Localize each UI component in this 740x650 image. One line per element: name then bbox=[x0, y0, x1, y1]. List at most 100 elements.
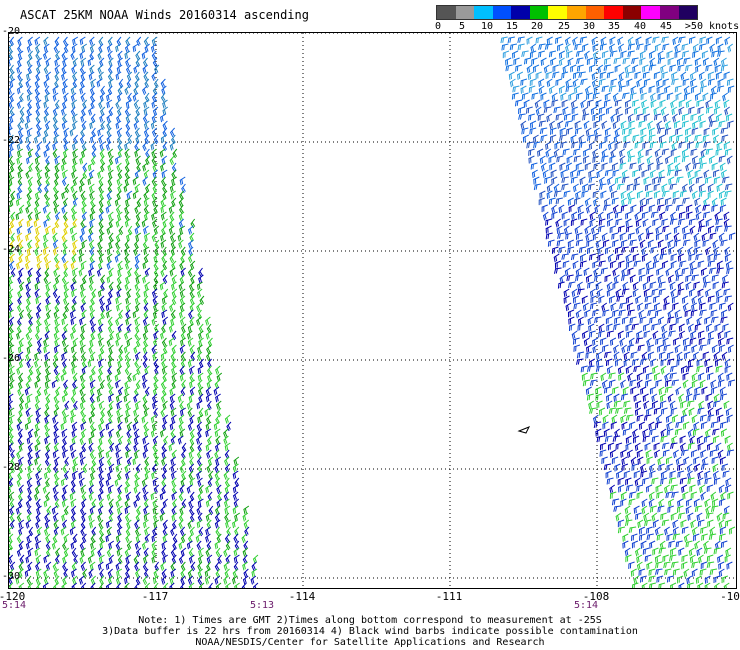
wind-barb bbox=[679, 330, 686, 339]
wind-barb bbox=[9, 484, 14, 494]
wind-barb bbox=[144, 323, 150, 333]
wind-barb bbox=[675, 204, 684, 212]
wind-barb bbox=[557, 120, 564, 129]
wind-barb bbox=[671, 435, 678, 445]
wind-barb bbox=[683, 85, 690, 95]
wind-barb bbox=[665, 204, 673, 212]
wind-barb bbox=[655, 414, 662, 424]
wind-barb bbox=[179, 400, 185, 411]
wind-barb bbox=[592, 337, 599, 346]
wind-barb bbox=[582, 302, 589, 312]
wind-barb bbox=[188, 225, 194, 235]
wind-barb bbox=[223, 561, 230, 571]
wind-barb bbox=[594, 57, 601, 65]
wind-barb bbox=[54, 155, 61, 165]
wind-barb bbox=[694, 169, 701, 178]
wind-barb bbox=[62, 484, 68, 494]
wind-barb bbox=[664, 127, 672, 136]
wind-barb bbox=[653, 295, 660, 303]
wind-barb bbox=[105, 582, 112, 588]
wind-barb bbox=[709, 449, 717, 457]
wind-barb bbox=[696, 365, 704, 373]
wind-barb bbox=[719, 204, 727, 213]
wind-barb bbox=[34, 36, 41, 46]
wind-barb bbox=[573, 148, 581, 156]
wind-barb bbox=[687, 358, 695, 367]
wind-barb bbox=[97, 169, 103, 179]
wind-barb bbox=[169, 386, 176, 396]
wind-barb bbox=[81, 358, 87, 369]
wind-barb bbox=[151, 36, 158, 46]
wind-barb bbox=[188, 449, 195, 459]
wind-barb bbox=[657, 344, 664, 353]
wind-barb bbox=[168, 442, 175, 452]
wind-barb bbox=[43, 568, 49, 578]
wind-barb bbox=[17, 470, 23, 481]
wind-barb bbox=[44, 85, 50, 96]
wind-map[interactable] bbox=[8, 32, 737, 589]
wind-barb bbox=[16, 225, 23, 235]
wind-barb bbox=[550, 127, 557, 135]
wind-barb bbox=[713, 169, 720, 178]
wind-barb bbox=[126, 71, 133, 81]
wind-barb bbox=[574, 197, 581, 205]
wind-barb bbox=[98, 554, 105, 564]
wind-barb bbox=[688, 253, 696, 261]
legend-label: 10 bbox=[480, 21, 494, 32]
wind-barb bbox=[678, 99, 686, 108]
wind-barb bbox=[216, 372, 223, 382]
wind-barb bbox=[567, 57, 574, 66]
wind-barb bbox=[106, 92, 112, 102]
wind-barb bbox=[144, 526, 150, 536]
wind-barb bbox=[556, 225, 563, 235]
wind-barb bbox=[34, 155, 41, 165]
wind-barb bbox=[706, 561, 715, 568]
wind-barb bbox=[694, 540, 700, 550]
wind-barb bbox=[205, 393, 212, 403]
wind-barb bbox=[117, 85, 123, 96]
wind-barb bbox=[43, 498, 50, 508]
wind-barb bbox=[589, 379, 598, 386]
wind-barb bbox=[571, 141, 579, 149]
wind-barb bbox=[692, 120, 699, 129]
wind-barb bbox=[62, 113, 67, 124]
wind-barb bbox=[655, 568, 663, 575]
wind-barb bbox=[717, 449, 724, 459]
wind-barb bbox=[580, 365, 588, 373]
wind-barb bbox=[17, 435, 23, 446]
wind-barb bbox=[170, 232, 176, 242]
wind-barb bbox=[668, 176, 675, 185]
wind-barb bbox=[81, 148, 87, 158]
wind-barb bbox=[634, 407, 642, 416]
wind-barb bbox=[708, 330, 715, 339]
wind-barb bbox=[644, 302, 652, 310]
wind-barb bbox=[205, 330, 212, 340]
wind-barb bbox=[681, 526, 689, 534]
wind-barb bbox=[44, 358, 50, 368]
wind-barb bbox=[124, 106, 130, 117]
wind-barb bbox=[722, 323, 729, 332]
wind-barb bbox=[179, 260, 185, 271]
wind-barb bbox=[106, 120, 112, 131]
wind-barb bbox=[125, 127, 131, 138]
wind-barb bbox=[17, 162, 23, 173]
wind-barb bbox=[198, 267, 203, 278]
wind-barb bbox=[27, 463, 34, 473]
wind-barb bbox=[551, 246, 559, 254]
wind-barb bbox=[24, 568, 31, 578]
wind-barb bbox=[134, 204, 140, 214]
wind-barb bbox=[718, 561, 725, 570]
wind-barb bbox=[125, 155, 131, 165]
wind-barb bbox=[585, 386, 592, 395]
wind-barb bbox=[241, 533, 247, 543]
wind-barb bbox=[53, 204, 60, 214]
wind-barb bbox=[79, 540, 85, 551]
wind-barb bbox=[625, 477, 632, 486]
wind-barb bbox=[562, 64, 569, 74]
wind-barb bbox=[723, 99, 730, 109]
wind-barb bbox=[124, 547, 130, 558]
wind-barb bbox=[719, 393, 728, 401]
wind-barb bbox=[35, 512, 41, 523]
wind-barb bbox=[34, 351, 41, 361]
wind-barb bbox=[43, 78, 49, 88]
